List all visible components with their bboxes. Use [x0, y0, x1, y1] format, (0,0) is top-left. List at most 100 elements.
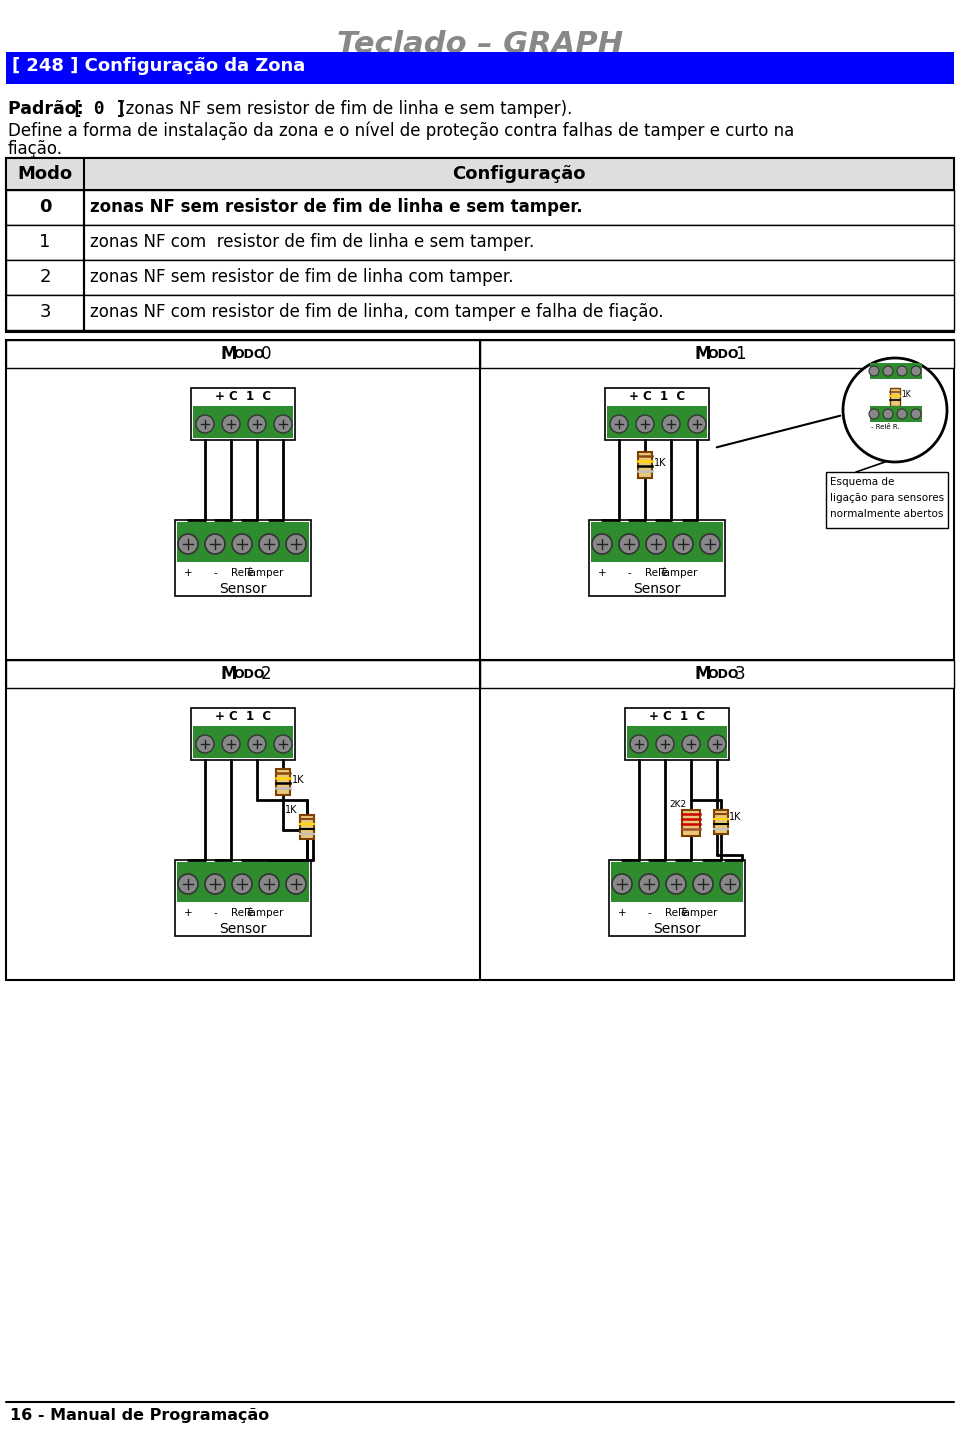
Text: + C  1  C: + C 1 C [215, 389, 271, 402]
Text: 2K2: 2K2 [669, 800, 686, 809]
Text: Tamper: Tamper [659, 568, 697, 578]
Bar [627, 725, 727, 758]
Circle shape [222, 415, 240, 433]
Circle shape [666, 874, 686, 894]
Circle shape [673, 534, 693, 554]
Text: -: - [213, 568, 217, 578]
Bar [175, 521, 311, 596]
Text: +: + [617, 908, 626, 919]
Bar [191, 388, 295, 440]
Text: M: M [221, 345, 237, 363]
Text: zonas NF com resistor de fim de linha, com tamper e falha de fiação.: zonas NF com resistor de fim de linha, c… [90, 303, 663, 322]
Text: Configuração: Configuração [452, 164, 586, 183]
Bar [682, 810, 700, 836]
Text: 1K: 1K [292, 774, 304, 784]
Bar [890, 388, 900, 407]
Text: M: M [221, 665, 237, 684]
Bar [591, 522, 723, 562]
Text: ODO: ODO [707, 668, 738, 681]
Circle shape [232, 534, 252, 554]
Text: [ 248 ] Configuração da Zona: [ 248 ] Configuração da Zona [12, 58, 305, 75]
Circle shape [196, 415, 214, 433]
Circle shape [639, 874, 659, 894]
Circle shape [883, 366, 893, 376]
Bar [589, 521, 725, 596]
Text: 16 - Manual de Programação: 16 - Manual de Programação [10, 1407, 269, 1423]
Bar [625, 708, 729, 760]
Text: -: - [647, 908, 651, 919]
Text: + C  1  C: + C 1 C [629, 389, 685, 402]
Bar [193, 725, 293, 758]
Circle shape [693, 874, 713, 894]
Text: ligação para sensores: ligação para sensores [830, 493, 944, 503]
Bar [177, 862, 309, 903]
Circle shape [646, 534, 666, 554]
Text: + C  1  C: + C 1 C [215, 709, 271, 722]
Circle shape [682, 735, 700, 753]
Bar [6, 225, 954, 260]
Text: M: M [695, 345, 711, 363]
Text: Tamper: Tamper [245, 908, 283, 919]
Circle shape [592, 534, 612, 554]
Text: -: - [627, 568, 631, 578]
Text: Teclado – GRAPH: Teclado – GRAPH [337, 30, 623, 59]
Text: ODO: ODO [233, 668, 265, 681]
Bar [870, 407, 922, 423]
Bar [607, 407, 707, 438]
Text: 0: 0 [38, 198, 51, 216]
Bar [605, 388, 709, 440]
Circle shape [897, 410, 907, 420]
Circle shape [656, 735, 674, 753]
Bar [175, 859, 311, 936]
Circle shape [205, 874, 225, 894]
Circle shape [286, 874, 306, 894]
Circle shape [259, 534, 279, 554]
Circle shape [259, 874, 279, 894]
Bar [193, 407, 293, 438]
Text: Sensor: Sensor [219, 583, 267, 596]
Text: [ 0 ]: [ 0 ] [72, 99, 127, 118]
Circle shape [248, 735, 266, 753]
Circle shape [248, 415, 266, 433]
Text: -: - [213, 908, 217, 919]
Text: 3: 3 [39, 303, 51, 322]
Text: Modo: Modo [17, 164, 73, 183]
Circle shape [205, 534, 225, 554]
Text: ODO: ODO [233, 348, 265, 360]
Text: Esquema de: Esquema de [830, 477, 895, 487]
Text: 1: 1 [39, 234, 51, 251]
Text: zonas NF com  resistor de fim de linha e sem tamper.: zonas NF com resistor de fim de linha e … [90, 234, 535, 251]
Text: Relê: Relê [230, 908, 253, 919]
Text: Define a forma de instalação da zona e o nível de proteção contra falhas de tamp: Define a forma de instalação da zona e o… [8, 123, 794, 140]
Text: +: + [183, 568, 192, 578]
Text: +: + [183, 908, 192, 919]
Text: zonas NF sem resistor de fim de linha e sem tamper.: zonas NF sem resistor de fim de linha e … [90, 198, 583, 216]
Circle shape [178, 874, 198, 894]
Circle shape [232, 874, 252, 894]
Circle shape [688, 415, 706, 433]
Bar [276, 769, 290, 795]
Circle shape [897, 366, 907, 376]
Circle shape [662, 415, 680, 433]
Circle shape [636, 415, 654, 433]
Circle shape [274, 415, 292, 433]
Text: Sensor: Sensor [219, 921, 267, 936]
Bar [6, 296, 954, 330]
Text: 1: 1 [735, 345, 746, 363]
Text: 3: 3 [735, 665, 746, 684]
Circle shape [911, 410, 921, 420]
Bar [480, 340, 954, 368]
Text: M: M [695, 665, 711, 684]
Text: - Relê R.: - Relê R. [871, 424, 900, 430]
Circle shape [843, 358, 947, 461]
Text: ODO: ODO [707, 348, 738, 360]
Text: 1K: 1K [654, 459, 666, 469]
Circle shape [274, 735, 292, 753]
Text: fiação.: fiação. [8, 140, 63, 159]
Bar [480, 660, 954, 688]
Bar [6, 660, 480, 688]
Text: Tamper: Tamper [245, 568, 283, 578]
Bar [714, 810, 728, 833]
Bar [177, 522, 309, 562]
Text: Tamper: Tamper [679, 908, 717, 919]
